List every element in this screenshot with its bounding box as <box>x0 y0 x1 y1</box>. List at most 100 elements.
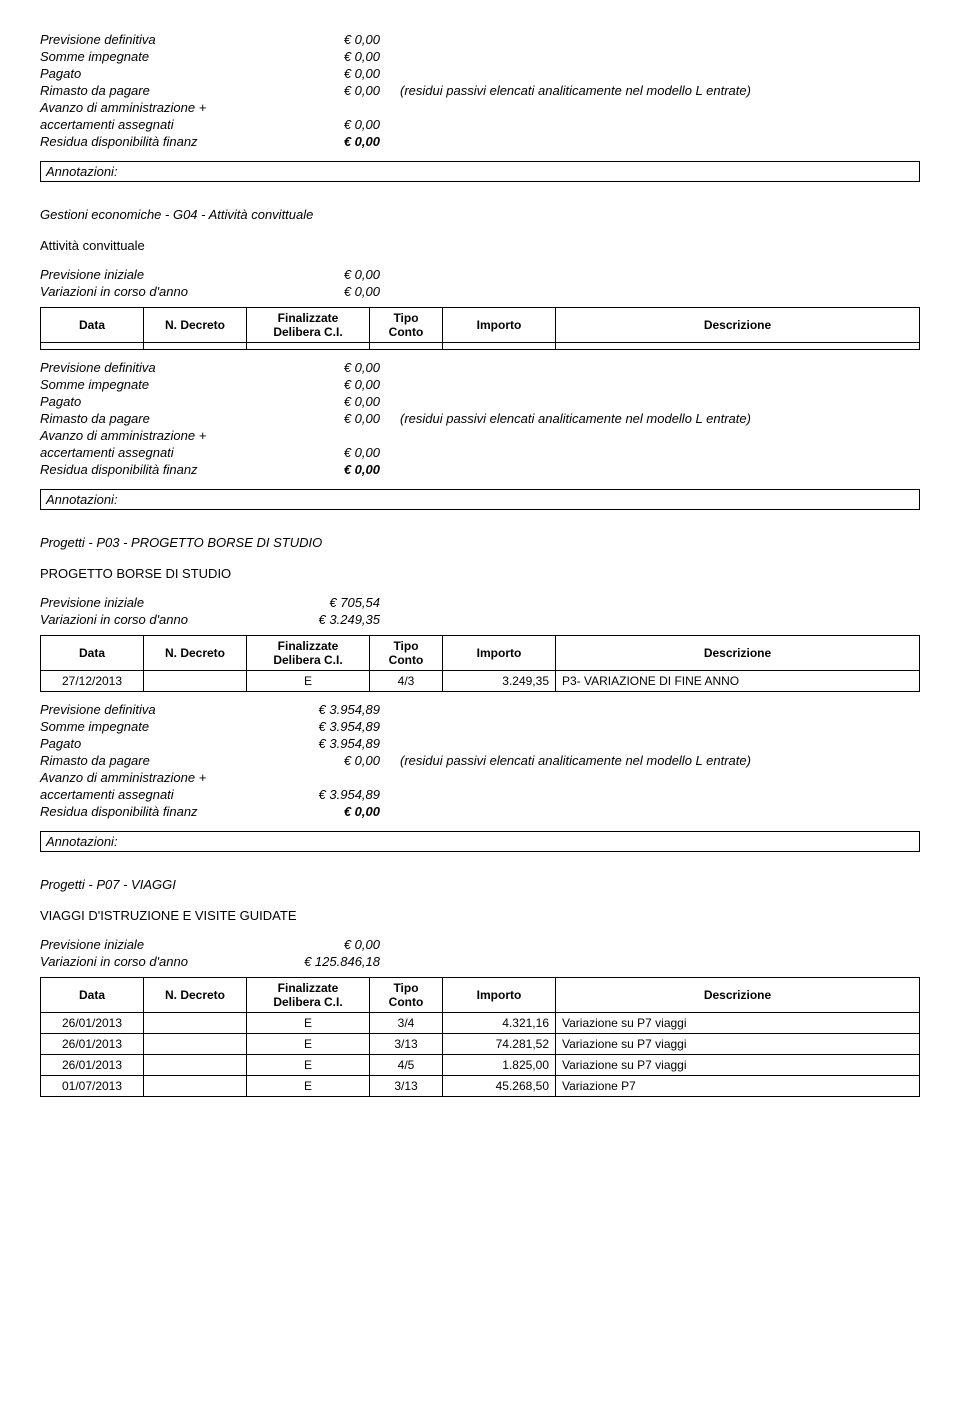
cell-importo: 1.825,00 <box>443 1055 556 1076</box>
line-label: Pagato <box>40 66 260 81</box>
g04-lines: Previsione definitiva€ 0,00 Somme impegn… <box>40 360 920 477</box>
var-anno-label: Variazioni in corso d'anno <box>40 612 260 627</box>
section-sub: PROGETTO BORSE DI STUDIO <box>40 566 920 581</box>
cell-decreto <box>144 1013 247 1034</box>
prev-iniziale-value: € 0,00 <box>260 937 400 952</box>
p03-lines: Previsione definitiva€ 3.954,89 Somme im… <box>40 702 920 819</box>
line-value: € 0,00 <box>260 462 400 477</box>
line-label: Previsione definitiva <box>40 32 260 47</box>
block1-lines: Previsione definitiva € 0,00 Somme impegn… <box>40 32 920 149</box>
section-title: Progetti - P07 - VIAGGI <box>40 877 920 892</box>
cell-desc: Variazione su P7 viaggi <box>556 1055 920 1076</box>
th-importo: Importo <box>443 978 556 1013</box>
cell-importo: 45.268,50 <box>443 1076 556 1097</box>
line-value: € 3.954,89 <box>260 787 400 802</box>
line-label: Previsione definitiva <box>40 360 260 375</box>
cell-decreto <box>144 1055 247 1076</box>
line-label: Avanzo di amministrazione + <box>40 428 260 443</box>
th-importo: Importo <box>443 308 556 343</box>
line-value: € 3.954,89 <box>260 702 400 717</box>
line-value: € 0,00 <box>260 394 400 409</box>
cell-desc: Variazione su P7 viaggi <box>556 1034 920 1055</box>
line-label: Pagato <box>40 394 260 409</box>
section-title: Progetti - P03 - PROGETTO BORSE DI STUDI… <box>40 535 920 550</box>
line-label: Rimasto da pagare <box>40 753 260 768</box>
prev-iniziale-value: € 705,54 <box>260 595 400 610</box>
g04-table: Data N. Decreto Finalizzate Delibera C.I… <box>40 307 920 350</box>
cell-importo: 4.321,16 <box>443 1013 556 1034</box>
cell-tipo: 4/5 <box>370 1055 443 1076</box>
annot-box: Annotazioni: <box>40 831 920 852</box>
line-value: € 0,00 <box>260 445 400 460</box>
th-finalizzate: Finalizzate Delibera C.I. <box>247 978 370 1013</box>
line-label: Somme impegnate <box>40 49 260 64</box>
line-value: € 0,00 <box>260 804 400 819</box>
section-sub: Attività convittuale <box>40 238 920 253</box>
cell-decreto <box>144 1076 247 1097</box>
line-label: Rimasto da pagare <box>40 83 260 98</box>
var-anno-value: € 3.249,35 <box>260 612 400 627</box>
section-sub: VIAGGI D'ISTRUZIONE E VISITE GUIDATE <box>40 908 920 923</box>
line-label: accertamenti assegnati <box>40 117 260 132</box>
section-title: Gestioni economiche - G04 - Attività con… <box>40 207 920 222</box>
line-label: Previsione definitiva <box>40 702 260 717</box>
var-anno-value: € 125.846,18 <box>260 954 400 969</box>
line-note: (residui passivi elencati analiticamente… <box>400 411 920 426</box>
th-tipo: Tipo Conto <box>370 308 443 343</box>
table-row: 26/01/2013 E 3/13 74.281,52 Variazione s… <box>41 1034 920 1055</box>
cell-desc: P3- VARIAZIONE DI FINE ANNO <box>556 671 920 692</box>
annot-box: Annotazioni: <box>40 161 920 182</box>
line-label: Residua disponibilità finanz <box>40 134 260 149</box>
th-descrizione: Descrizione <box>556 978 920 1013</box>
prev-iniziale-label: Previsione iniziale <box>40 937 260 952</box>
line-value: € 3.954,89 <box>260 719 400 734</box>
th-decreto: N. Decreto <box>144 978 247 1013</box>
cell-data: 26/01/2013 <box>41 1055 144 1076</box>
cell-importo: 3.249,35 <box>443 671 556 692</box>
line-label: Rimasto da pagare <box>40 411 260 426</box>
cell-fin: E <box>247 671 370 692</box>
line-label: Residua disponibilità finanz <box>40 462 260 477</box>
line-value: € 0,00 <box>260 117 400 132</box>
th-data: Data <box>41 978 144 1013</box>
line-label: Somme impegnate <box>40 719 260 734</box>
prev-iniziale-label: Previsione iniziale <box>40 267 260 282</box>
var-anno-value: € 0,00 <box>260 284 400 299</box>
line-value: € 0,00 <box>260 411 400 426</box>
cell-fin: E <box>247 1055 370 1076</box>
p03-table: Data N. Decreto Finalizzate Delibera C.I… <box>40 635 920 692</box>
line-label: Residua disponibilità finanz <box>40 804 260 819</box>
cell-desc: Variazione su P7 viaggi <box>556 1013 920 1034</box>
line-value: € 3.954,89 <box>260 736 400 751</box>
line-label: Avanzo di amministrazione + <box>40 770 260 785</box>
table-row: 27/12/2013 E 4/3 3.249,35 P3- VARIAZIONE… <box>41 671 920 692</box>
prev-iniziale-label: Previsione iniziale <box>40 595 260 610</box>
th-decreto: N. Decreto <box>144 636 247 671</box>
cell-tipo: 3/4 <box>370 1013 443 1034</box>
line-value: € 0,00 <box>260 360 400 375</box>
cell-tipo: 3/13 <box>370 1034 443 1055</box>
line-value: € 0,00 <box>260 134 400 149</box>
line-label: Pagato <box>40 736 260 751</box>
th-descrizione: Descrizione <box>556 308 920 343</box>
line-value: € 0,00 <box>260 753 400 768</box>
var-anno-label: Variazioni in corso d'anno <box>40 954 260 969</box>
line-label: accertamenti assegnati <box>40 787 260 802</box>
cell-importo: 74.281,52 <box>443 1034 556 1055</box>
line-value: € 0,00 <box>260 66 400 81</box>
prev-iniziale-value: € 0,00 <box>260 267 400 282</box>
line-note: (residui passivi elencati analiticamente… <box>400 83 920 98</box>
th-tipo: Tipo Conto <box>370 636 443 671</box>
table-row: 26/01/2013 E 4/5 1.825,00 Variazione su … <box>41 1055 920 1076</box>
line-label: Avanzo di amministrazione + <box>40 100 260 115</box>
line-label: accertamenti assegnati <box>40 445 260 460</box>
cell-desc: Variazione P7 <box>556 1076 920 1097</box>
line-value: € 0,00 <box>260 83 400 98</box>
table-row: 26/01/2013 E 3/4 4.321,16 Variazione su … <box>41 1013 920 1034</box>
th-tipo: Tipo Conto <box>370 978 443 1013</box>
line-value: € 0,00 <box>260 377 400 392</box>
annot-box: Annotazioni: <box>40 489 920 510</box>
cell-data: 26/01/2013 <box>41 1013 144 1034</box>
table-row: 01/07/2013 E 3/13 45.268,50 Variazione P… <box>41 1076 920 1097</box>
cell-fin: E <box>247 1076 370 1097</box>
